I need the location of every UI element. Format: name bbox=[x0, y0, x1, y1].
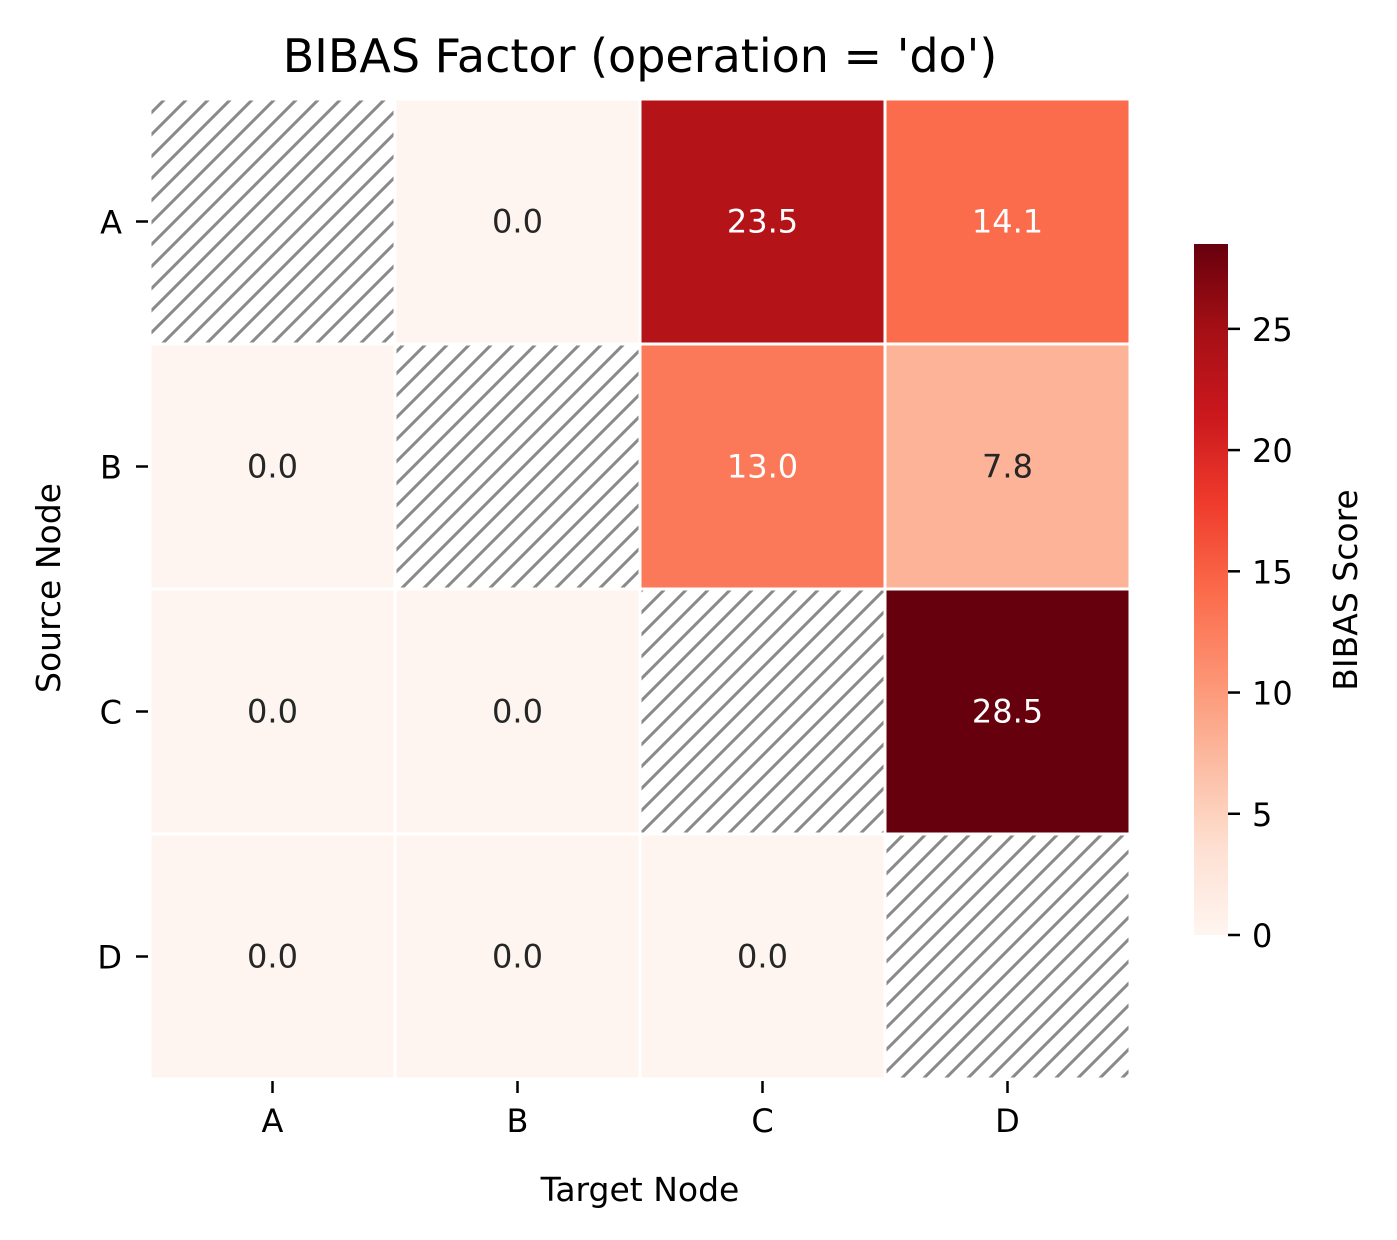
cell-value-label: 0.0 bbox=[247, 938, 298, 976]
y-axis-ticks: A B C D bbox=[97, 204, 148, 977]
colorbar-label: BIBAS Score bbox=[1326, 489, 1365, 690]
heatmap-cell-A-C bbox=[638, 97, 887, 346]
colorbar-tick-label: 20 bbox=[1252, 432, 1293, 470]
cell-value-label: 0.0 bbox=[247, 448, 298, 486]
x-tick-label: B bbox=[507, 1102, 529, 1140]
heatmap-cell-D-A bbox=[148, 832, 397, 1081]
cell-value-label: 0.0 bbox=[247, 693, 298, 731]
cell-value-label: 14.1 bbox=[972, 203, 1043, 241]
colorbar-tick-label: 10 bbox=[1252, 675, 1293, 713]
chart-title: BIBAS Factor (operation = 'do') bbox=[283, 29, 998, 83]
cell-value-label: 23.5 bbox=[727, 203, 798, 241]
cell-value-label: 13.0 bbox=[727, 448, 798, 486]
cell-value-label: 0.0 bbox=[737, 938, 788, 976]
masked-cell-C-C bbox=[638, 587, 887, 836]
x-tick-label: A bbox=[262, 1102, 284, 1140]
y-tick-label: D bbox=[97, 939, 122, 977]
y-tick-label: B bbox=[100, 449, 122, 487]
heatmap-cell-A-B bbox=[393, 97, 642, 346]
masked-cell-D-D bbox=[883, 832, 1132, 1081]
heatmap-cell-B-A bbox=[148, 342, 397, 591]
colorbar-tick-label: 5 bbox=[1252, 796, 1272, 834]
colorbar-tick-label: 0 bbox=[1252, 917, 1272, 955]
heatmap-cell-B-D bbox=[883, 342, 1132, 591]
x-tick-label: D bbox=[995, 1102, 1020, 1140]
heatmap-cell-B-C bbox=[638, 342, 887, 591]
heatmap-cells: 0.0 23.5 14.1 0.0 13.0 7.8 0.0 0.0 28.5 0.0 0.0 0.0 bbox=[148, 97, 1132, 1081]
masked-cell-A-A bbox=[148, 97, 397, 346]
y-axis-label: Source Node bbox=[29, 483, 68, 693]
cell-value-label: 28.5 bbox=[972, 693, 1043, 731]
heatmap-cell-D-C bbox=[638, 832, 887, 1081]
colorbar-ticks: 0 5 10 15 20 25 bbox=[1228, 311, 1293, 955]
cell-value-label: 7.8 bbox=[982, 448, 1033, 486]
heatmap-cell-A-D bbox=[883, 97, 1132, 346]
colorbar-tick-label: 15 bbox=[1252, 553, 1293, 591]
cell-value-label: 0.0 bbox=[492, 938, 543, 976]
colorbar-tick-label: 25 bbox=[1252, 311, 1293, 349]
colorbar-gradient bbox=[1194, 244, 1228, 935]
x-tick-label: C bbox=[751, 1102, 773, 1140]
masked-cell-B-B bbox=[393, 342, 642, 591]
y-tick-label: C bbox=[100, 694, 122, 732]
cell-value-label: 0.0 bbox=[492, 203, 543, 241]
heatmap-cell-C-B bbox=[393, 587, 642, 836]
x-axis-ticks: A B C D bbox=[262, 1081, 1020, 1140]
colorbar: 0 5 10 15 20 25 BIBAS Score bbox=[1194, 244, 1365, 955]
x-axis-label: Target Node bbox=[540, 1170, 740, 1209]
cell-value-label: 0.0 bbox=[492, 693, 543, 731]
y-tick-label: A bbox=[100, 204, 122, 242]
